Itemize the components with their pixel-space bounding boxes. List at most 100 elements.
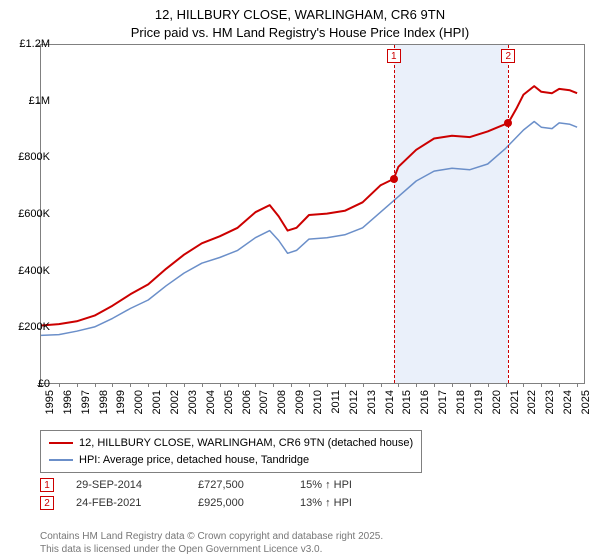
- x-axis-label: 2015: [401, 390, 413, 414]
- x-axis-label: 2023: [544, 390, 556, 414]
- x-axis-label: 2000: [133, 390, 145, 414]
- legend-item-hpi: HPI: Average price, detached house, Tand…: [49, 452, 413, 469]
- x-axis-label: 2004: [205, 390, 217, 414]
- x-tick: [255, 383, 256, 387]
- x-axis-label: 2003: [187, 390, 199, 414]
- x-tick: [112, 383, 113, 387]
- x-axis-label: 2017: [437, 390, 449, 414]
- x-tick: [238, 383, 239, 387]
- x-tick: [541, 383, 542, 387]
- footer-line-1: Contains HM Land Registry data © Crown c…: [40, 530, 383, 543]
- x-axis-label: 2021: [509, 390, 521, 414]
- x-axis-label: 2022: [526, 390, 538, 414]
- y-axis-label: £600K: [18, 208, 50, 220]
- y-axis-label: £200K: [18, 321, 50, 333]
- x-tick: [452, 383, 453, 387]
- x-tick: [327, 383, 328, 387]
- sale-vline-1: [394, 45, 395, 383]
- x-axis-label: 2014: [384, 390, 396, 414]
- x-axis-label: 2024: [562, 390, 574, 414]
- x-axis-label: 1999: [115, 390, 127, 414]
- sale-hpi-1: 15% ↑ HPI: [300, 479, 380, 491]
- sale-price-2: £925,000: [198, 497, 278, 509]
- x-axis-label: 2006: [241, 390, 253, 414]
- x-tick: [184, 383, 185, 387]
- y-axis-label: £1.2M: [19, 38, 50, 50]
- x-tick: [273, 383, 274, 387]
- x-tick: [148, 383, 149, 387]
- sale-badge-2: 2: [40, 496, 54, 510]
- x-axis-label: 2005: [223, 390, 235, 414]
- x-axis-label: 2007: [258, 390, 270, 414]
- x-tick: [363, 383, 364, 387]
- x-tick: [130, 383, 131, 387]
- x-tick: [470, 383, 471, 387]
- sale-row-1: 1 29-SEP-2014 £727,500 15% ↑ HPI: [40, 478, 380, 492]
- x-tick: [416, 383, 417, 387]
- x-axis-label: 2002: [169, 390, 181, 414]
- x-tick: [559, 383, 560, 387]
- y-axis-label: £1M: [29, 95, 50, 107]
- sale-row-2: 2 24-FEB-2021 £925,000 13% ↑ HPI: [40, 496, 380, 510]
- x-tick: [434, 383, 435, 387]
- sale-date-2: 24-FEB-2021: [76, 497, 176, 509]
- x-tick: [77, 383, 78, 387]
- plot-area: 12: [40, 44, 585, 384]
- x-tick: [59, 383, 60, 387]
- x-tick: [488, 383, 489, 387]
- sale-flag-1: 1: [387, 49, 401, 63]
- x-axis-label: 1997: [80, 390, 92, 414]
- x-axis-label: 2020: [491, 390, 503, 414]
- legend-swatch-red: [49, 442, 73, 444]
- legend-item-price-paid: 12, HILLBURY CLOSE, WARLINGHAM, CR6 9TN …: [49, 435, 413, 452]
- sale-date-1: 29-SEP-2014: [76, 479, 176, 491]
- x-tick: [202, 383, 203, 387]
- x-axis-label: 2009: [294, 390, 306, 414]
- legend: 12, HILLBURY CLOSE, WARLINGHAM, CR6 9TN …: [40, 430, 422, 473]
- x-axis-label: 2012: [348, 390, 360, 414]
- x-tick: [398, 383, 399, 387]
- legend-label-1: 12, HILLBURY CLOSE, WARLINGHAM, CR6 9TN …: [79, 435, 413, 452]
- x-tick: [309, 383, 310, 387]
- x-tick: [506, 383, 507, 387]
- x-tick: [577, 383, 578, 387]
- sale-badge-1: 1: [40, 478, 54, 492]
- x-axis-label: 2019: [473, 390, 485, 414]
- x-axis-labels: 1995 1996 1997 1998 1999 2000 2001 2002 2003 2004…: [40, 388, 585, 428]
- title-line-2: Price paid vs. HM Land Registry's House …: [0, 24, 600, 42]
- x-axis-label: 2018: [455, 390, 467, 414]
- sale-price-1: £727,500: [198, 479, 278, 491]
- title-line-1: 12, HILLBURY CLOSE, WARLINGHAM, CR6 9TN: [0, 6, 600, 24]
- footer-line-2: This data is licensed under the Open Gov…: [40, 543, 383, 556]
- x-axis-label: 1998: [98, 390, 110, 414]
- x-tick: [381, 383, 382, 387]
- x-axis-label: 2025: [580, 390, 592, 414]
- x-tick: [166, 383, 167, 387]
- x-tick: [523, 383, 524, 387]
- x-tick: [220, 383, 221, 387]
- sale-marker-1: [390, 175, 398, 183]
- sale-marker-2: [504, 119, 512, 127]
- y-axis-label: £400K: [18, 265, 50, 277]
- x-axis-label: 2008: [276, 390, 288, 414]
- legend-label-2: HPI: Average price, detached house, Tand…: [79, 452, 309, 469]
- line-series-svg: [41, 45, 586, 385]
- sale-vline-2: [508, 45, 509, 383]
- x-axis-label: 2013: [366, 390, 378, 414]
- x-tick: [291, 383, 292, 387]
- sale-hpi-2: 13% ↑ HPI: [300, 497, 380, 509]
- x-tick: [95, 383, 96, 387]
- x-axis-label: 2010: [312, 390, 324, 414]
- x-axis-label: 1996: [62, 390, 74, 414]
- x-axis-label: 1995: [44, 390, 56, 414]
- x-axis-label: 2016: [419, 390, 431, 414]
- x-axis-label: 2011: [330, 390, 342, 414]
- y-axis-label: £0: [38, 378, 50, 390]
- series-hpi: [41, 122, 577, 336]
- y-axis-label: £800K: [18, 151, 50, 163]
- sale-flag-2: 2: [501, 49, 515, 63]
- chart-area: 12: [40, 44, 585, 384]
- x-axis-label: 2001: [151, 390, 163, 414]
- x-tick: [345, 383, 346, 387]
- footer-attribution: Contains HM Land Registry data © Crown c…: [40, 530, 383, 556]
